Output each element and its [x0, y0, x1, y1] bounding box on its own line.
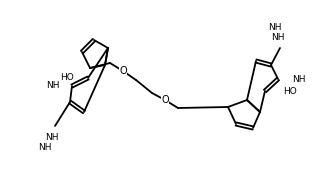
Text: NH: NH [292, 75, 305, 84]
Text: O: O [161, 95, 169, 105]
Text: NH: NH [271, 34, 285, 43]
Text: NH: NH [268, 24, 282, 33]
Text: O: O [119, 66, 127, 76]
Text: HO: HO [283, 86, 297, 95]
Text: NH: NH [38, 143, 52, 153]
Text: NH: NH [46, 81, 60, 90]
Text: HO: HO [60, 74, 74, 83]
Text: NH: NH [45, 134, 59, 143]
